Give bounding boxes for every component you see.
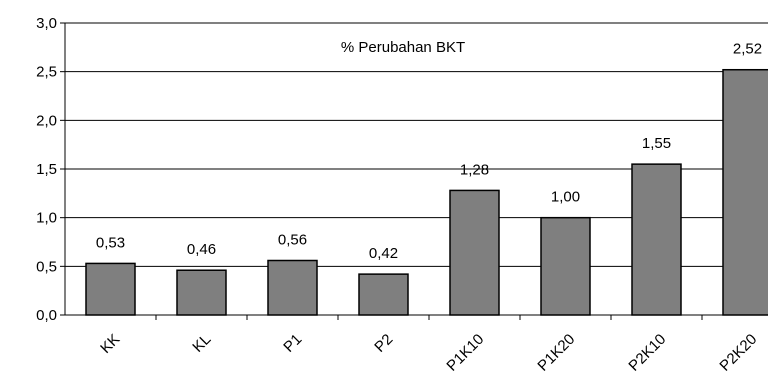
- y-tick-label: 2,5: [36, 64, 57, 81]
- bar-p2k20: [722, 68, 768, 316]
- y-tick-label: 0,5: [36, 258, 57, 275]
- bar-p2: [358, 273, 409, 316]
- data-label-p1k20: 1,00: [551, 189, 580, 206]
- data-labels: 0,53 0,46 0,56 0,42 1,28 1,00 1,55 2,52: [96, 41, 762, 262]
- y-tick-label: 0,0: [36, 307, 57, 324]
- bar-p1: [267, 259, 318, 316]
- data-label-kl: 0,46: [187, 241, 216, 258]
- data-label-p2k20: 2,52: [733, 41, 762, 58]
- x-tick-label-kl: KL: [189, 331, 214, 356]
- data-label-p2: 0,42: [369, 245, 398, 262]
- bar-kl: [176, 269, 227, 316]
- data-label-p2k10: 1,55: [642, 135, 671, 152]
- x-axis: KK KL P1 P2 P1K10 P1K20 P2K10 P2K20: [65, 314, 768, 375]
- data-label-p1k10: 1,28: [460, 161, 489, 178]
- data-label-p1: 0,56: [278, 231, 307, 248]
- bar-p2k10: [631, 163, 682, 316]
- y-tick-label: 1,0: [36, 210, 57, 227]
- x-tick-label-p1: P1: [280, 331, 305, 356]
- chart-title: % Perubahan BKT: [341, 39, 465, 56]
- x-tick-label-p1k10: P1K10: [443, 331, 487, 375]
- y-tick-label: 3,0: [36, 15, 57, 32]
- x-tick-label-p2: P2: [371, 331, 396, 356]
- y-axis: 0,0 0,5 1,0 1,5 2,0 2,5 3,0: [36, 15, 66, 324]
- x-tick-label-p2k20: P2K20: [716, 331, 760, 375]
- bars: [85, 68, 768, 316]
- x-tick-label-p2k10: P2K10: [625, 331, 669, 375]
- y-tick-label: 2,0: [36, 112, 57, 129]
- bar-p1k20: [540, 216, 591, 316]
- y-tick-label: 1,5: [36, 161, 57, 178]
- x-tick-label-p1k20: P1K20: [534, 331, 578, 375]
- bar-p1k10: [449, 189, 500, 316]
- data-label-kk: 0,53: [96, 234, 125, 251]
- bar-kk: [85, 262, 136, 316]
- x-tick-label-kk: KK: [97, 331, 123, 357]
